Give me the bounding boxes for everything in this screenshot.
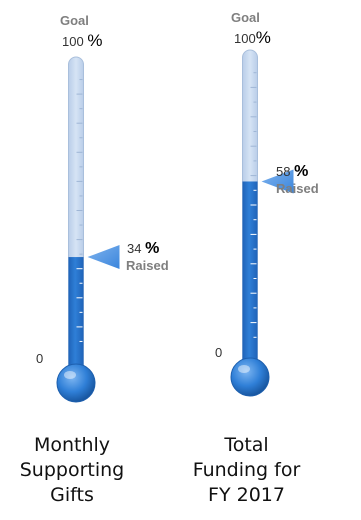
caption-line: Gifts <box>50 484 94 506</box>
top-value: 100 <box>234 31 256 46</box>
top-unit: % <box>255 28 271 47</box>
raised-value-label: 58 % <box>276 163 309 180</box>
raised-value-label: 34 % <box>127 240 160 257</box>
zero-label: 0 <box>215 345 223 360</box>
goal-label: Goal <box>231 10 260 25</box>
top-value-label: 100 % <box>62 31 102 51</box>
gauge-caption: Total Funding for FY 2017 <box>184 433 309 508</box>
top-value: 100 <box>62 34 84 49</box>
goal-label: Goal <box>60 13 89 28</box>
value-marker <box>261 169 294 194</box>
raised-unit: % <box>294 163 309 180</box>
bulb <box>230 357 270 397</box>
top-unit: % <box>87 31 103 50</box>
bulb-highlight <box>238 365 250 373</box>
raised-label: Raised <box>126 258 169 273</box>
bulb-highlight <box>64 371 76 379</box>
value-marker <box>87 245 120 270</box>
caption-line: Total <box>224 434 269 456</box>
caption-line: Supporting <box>19 459 125 481</box>
caption-line: Monthly <box>33 434 111 456</box>
bulb <box>56 363 96 403</box>
raised-value: 34 <box>127 241 142 256</box>
caption-line: Funding for <box>192 459 301 481</box>
fill-bar <box>242 181 258 377</box>
fill-bar <box>68 257 84 383</box>
raised-unit: % <box>145 240 160 257</box>
zero-label: 0 <box>36 351 44 366</box>
caption-line: FY 2017 <box>208 484 285 506</box>
raised-label: Raised <box>276 181 319 196</box>
top-value-label: 100% <box>234 28 271 48</box>
gauge-caption: Monthly Supporting Gifts <box>2 433 142 508</box>
raised-value: 58 <box>276 164 291 179</box>
